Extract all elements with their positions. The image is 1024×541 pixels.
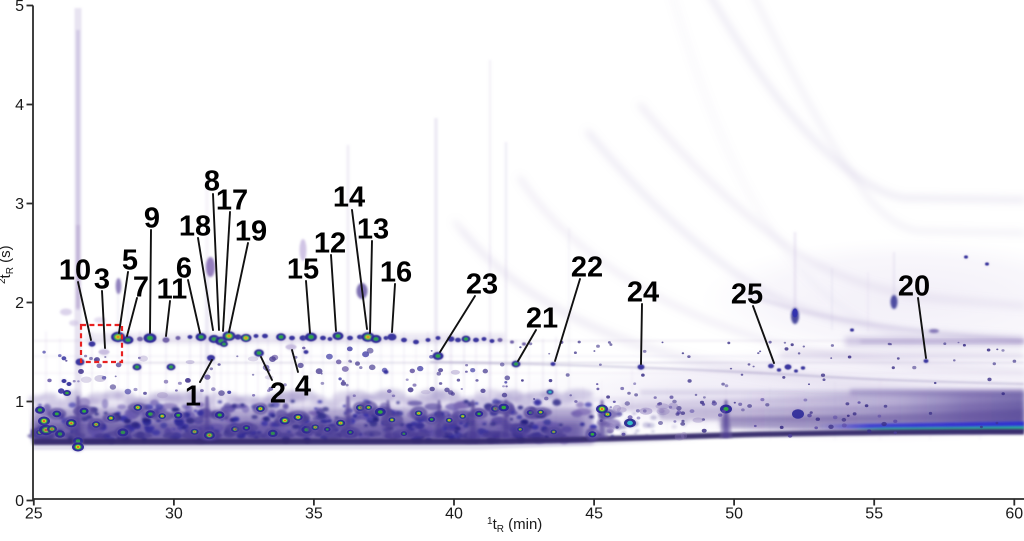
svg-text:16: 16 [380, 257, 412, 289]
svg-text:35: 35 [305, 506, 323, 523]
svg-text:1tR (min): 1tR (min) [487, 516, 542, 535]
svg-text:23: 23 [466, 269, 498, 301]
svg-text:5: 5 [15, 0, 24, 15]
svg-text:2: 2 [15, 295, 24, 312]
svg-text:1: 1 [15, 394, 24, 411]
svg-text:40: 40 [445, 506, 463, 523]
svg-text:3: 3 [15, 196, 24, 213]
svg-text:19: 19 [235, 216, 267, 248]
svg-text:21: 21 [526, 303, 558, 335]
svg-text:8: 8 [204, 166, 220, 198]
svg-text:1: 1 [185, 381, 201, 413]
svg-text:12: 12 [314, 228, 346, 260]
svg-text:14: 14 [333, 182, 365, 214]
svg-text:9: 9 [144, 203, 160, 235]
svg-text:6: 6 [176, 253, 192, 285]
svg-text:3: 3 [94, 264, 110, 296]
svg-text:22: 22 [571, 252, 603, 284]
svg-text:50: 50 [725, 506, 743, 523]
svg-text:5: 5 [122, 245, 138, 277]
svg-text:15: 15 [287, 254, 319, 286]
svg-text:30: 30 [165, 506, 183, 523]
svg-text:25: 25 [25, 506, 43, 523]
svg-text:24: 24 [627, 277, 659, 309]
svg-text:0: 0 [15, 493, 24, 510]
svg-text:25: 25 [731, 279, 763, 311]
svg-text:2: 2 [270, 378, 286, 410]
svg-text:4: 4 [15, 97, 24, 114]
svg-text:2tR (s): 2tR (s) [0, 245, 16, 284]
svg-text:20: 20 [898, 271, 930, 303]
svg-text:13: 13 [357, 214, 389, 246]
svg-text:10: 10 [59, 255, 91, 287]
svg-text:11: 11 [157, 274, 188, 306]
svg-text:7: 7 [133, 272, 149, 304]
svg-text:55: 55 [865, 506, 883, 523]
svg-text:60: 60 [1005, 506, 1023, 523]
svg-text:17: 17 [216, 185, 248, 217]
svg-text:18: 18 [179, 211, 211, 243]
svg-text:4: 4 [295, 371, 311, 403]
svg-text:45: 45 [585, 506, 603, 523]
